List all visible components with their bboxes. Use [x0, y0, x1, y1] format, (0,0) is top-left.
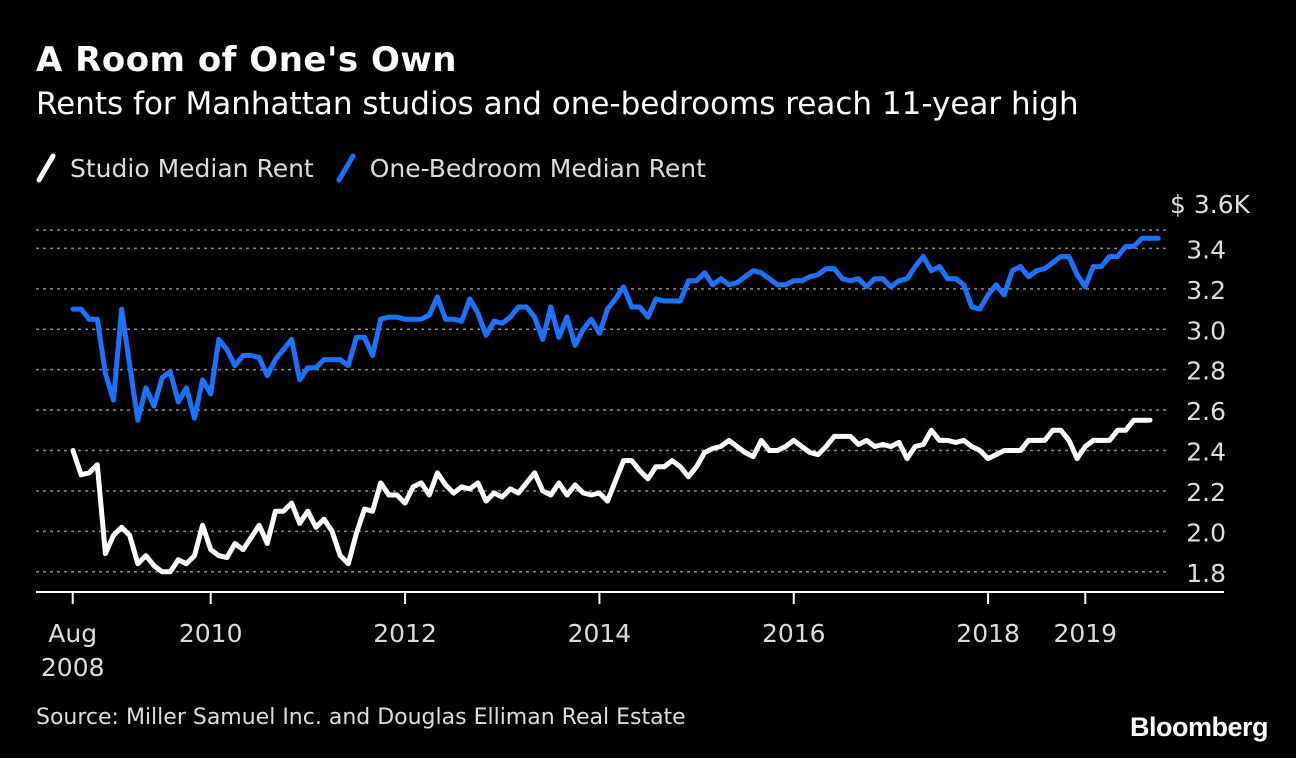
y-tick-label: 2.4	[1186, 438, 1226, 467]
x-tick-label: 2012	[373, 619, 437, 648]
x-tick-label: 2010	[179, 619, 243, 648]
x-tick-label: Aug	[48, 619, 97, 648]
legend-label-studio: Studio Median Rent	[70, 153, 314, 183]
source-note: Source: Miller Samuel Inc. and Douglas E…	[36, 705, 686, 730]
legend-item-studio: Studio Median Rent	[36, 153, 314, 183]
legend-item-one-bedroom: One-Bedroom Median Rent	[336, 153, 706, 183]
x-tick-label: 2014	[568, 619, 632, 648]
y-tick-label: 1.8	[1186, 559, 1226, 588]
legend-swatch-one-bedroom-icon	[336, 153, 356, 183]
series-line-studio	[70, 417, 1153, 575]
series-line-one_bedroom	[70, 235, 1161, 423]
y-tick-label: 2.2	[1186, 478, 1226, 507]
x-tick-label: 2019	[1053, 619, 1117, 648]
y-tick-label: 3.4	[1186, 235, 1226, 264]
grid-layer	[36, 229, 1170, 573]
x-tick-label-year: 2008	[41, 653, 105, 682]
bloomberg-logo: Bloomberg	[1129, 712, 1269, 742]
y-tick-label: 2.6	[1186, 397, 1226, 426]
legend-label-one-bedroom: One-Bedroom Median Rent	[369, 153, 706, 183]
chart-title: A Room of One's Own	[36, 40, 457, 80]
y-tick-label: 3.2	[1186, 276, 1226, 305]
axis-layer: 1.8 2.0 2.2 2.4 2.6 2.8 3.0 3.2 3.4 $ 3.6K Aug 2008…	[36, 190, 1251, 682]
x-tick-label: 2016	[762, 619, 826, 648]
y-tick-label: 2.8	[1186, 357, 1226, 386]
y-tick-label: 2.0	[1186, 518, 1226, 547]
chart-subtitle: Rents for Manhattan studios and one-bedr…	[36, 86, 1079, 122]
legend-swatch-studio-icon	[36, 153, 56, 183]
chart-legend: Studio Median Rent One-Bedroom Median Re…	[36, 150, 728, 186]
series-layer	[70, 235, 1161, 575]
x-tick-label: 2018	[956, 619, 1020, 648]
y-unit-label: $ 3.6K	[1170, 190, 1251, 219]
y-tick-label: 3.0	[1186, 316, 1226, 345]
